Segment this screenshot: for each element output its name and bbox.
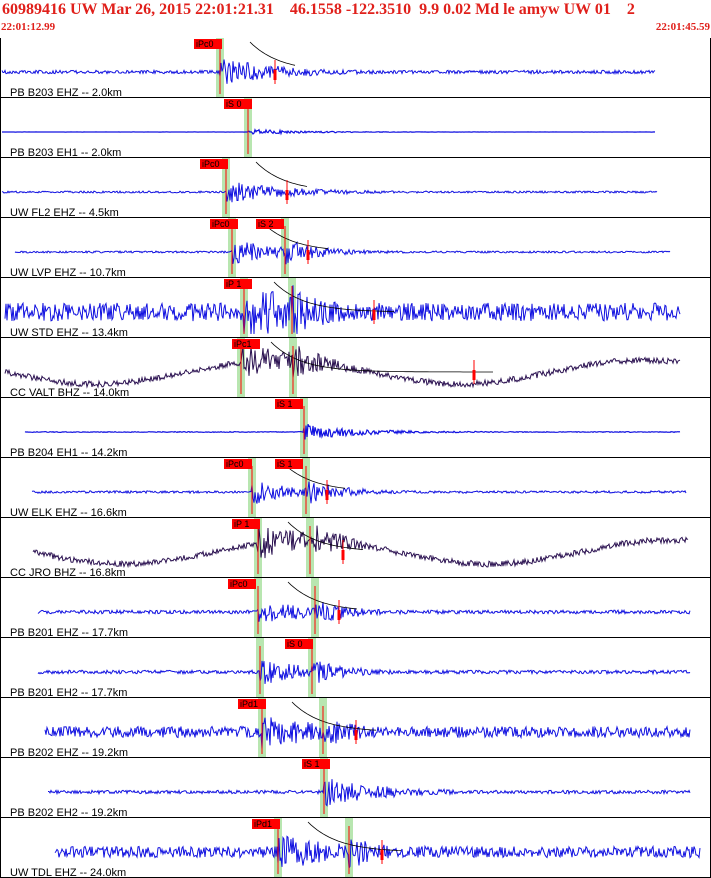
- trace-row: iS 1 PB B202 EH2 -- 19.2km: [0, 758, 711, 819]
- coda-curve: [287, 581, 358, 610]
- s-pick-label-box: [224, 99, 252, 109]
- p-pick-label-box: [224, 279, 252, 289]
- coda-curve: [291, 701, 377, 731]
- waveform: [32, 525, 689, 569]
- station-label: UW LVP EHZ -- 10.7km: [10, 267, 126, 279]
- coda-curve: [270, 341, 493, 373]
- waveform: [4, 285, 681, 335]
- coda-curve: [287, 521, 364, 550]
- p-pick-label: iP 1: [234, 519, 249, 529]
- s-pick-label-box: [275, 399, 303, 409]
- s-pick-label: iS 2: [258, 219, 274, 229]
- s-pick-label-box: [302, 759, 330, 769]
- trace-row: iS 0 PB B203 EH1 -- 2.0km: [0, 98, 711, 159]
- p-pick-label: iPc0: [226, 459, 244, 469]
- trace-row: iPd1 UW TDL EHZ -- 24.0km: [0, 818, 711, 878]
- coda-tag-mark: [372, 310, 376, 320]
- waveform: [4, 345, 681, 389]
- trace-row: iP 1 UW STD EHZ -- 13.4km: [0, 278, 711, 339]
- coda-curve: [261, 221, 329, 250]
- header-bar: 60989416 UW Mar 26, 2015 22:01:21.31 46.…: [0, 0, 711, 38]
- coda-curve: [281, 461, 346, 489]
- station-label: UW TDL EHZ -- 24.0km: [10, 867, 126, 878]
- p-pick-label: iPc0: [196, 39, 214, 49]
- coda-tag-mark: [341, 550, 345, 560]
- coda-tag-mark: [273, 70, 277, 80]
- trace-row: iPc0 PB B201 EHZ -- 17.7km: [0, 578, 711, 639]
- waveform: [48, 779, 691, 807]
- trace-row: iPd1 PB B202 EHZ -- 19.2km: [0, 698, 711, 759]
- waveform: [2, 128, 656, 136]
- coda-tag-mark: [285, 190, 289, 200]
- p-pick-label-box: [238, 699, 266, 709]
- event-title: 60989416 UW Mar 26, 2015 22:01:21.31 46.…: [2, 1, 635, 18]
- seismogram-plot: iPc0 PB B203 EHZ -- 2.0km iS 0 PB B203 EH1 …: [0, 38, 711, 878]
- trace-row: iPc0 PB B203 EHZ -- 2.0km: [0, 38, 711, 99]
- coda-tag-mark: [325, 490, 329, 500]
- coda-tag-mark: [306, 250, 310, 260]
- waveform: [14, 240, 671, 265]
- s-pick-label: iS 1: [277, 399, 293, 409]
- station-label: PB B202 EH2 -- 19.2km: [10, 807, 127, 819]
- station-label: UW ELK EHZ -- 16.6km: [10, 507, 127, 519]
- p-pick-label: iPc0: [202, 159, 220, 169]
- trace-row: iPc0 iS 1 UW ELK EHZ -- 16.6km: [0, 458, 711, 519]
- s-pick-label-box: [275, 459, 303, 469]
- station-label: PB B204 EH1 -- 14.2km: [10, 447, 127, 459]
- p-pick-label: iPc1: [234, 339, 252, 349]
- station-label: CC VALT BHZ -- 14.0km: [10, 387, 129, 399]
- coda-curve: [307, 821, 402, 851]
- p-pick-label-box: [200, 159, 228, 169]
- s-pick-label: iS 0: [226, 99, 242, 109]
- s-pick-label: iS 1: [304, 759, 320, 769]
- station-label: UW STD EHZ -- 13.4km: [10, 327, 128, 339]
- waveform: [31, 481, 687, 504]
- p-pick-label: iPc0: [212, 219, 230, 229]
- coda-tag-mark: [337, 610, 341, 620]
- waveform: [24, 423, 681, 440]
- waveform: [37, 602, 691, 622]
- s-pick-label-box: [285, 639, 313, 649]
- p-pick-label: iP 1: [226, 279, 241, 289]
- waveform: [44, 717, 691, 750]
- waveform: [54, 835, 701, 870]
- trace-row: iP 1 CC JRO BHZ -- 16.8km: [0, 518, 711, 579]
- trace-row: iPc0 iS 2 UW LVP EHZ -- 10.7km: [0, 218, 711, 279]
- s-pick-label: iS 1: [277, 459, 293, 469]
- trace-row: iS 1 PB B204 EH1 -- 14.2km: [0, 398, 711, 459]
- station-label: PB B201 EHZ -- 17.7km: [10, 627, 128, 639]
- trace-row: iPc0 UW FL2 EHZ -- 4.5km: [0, 158, 711, 219]
- waveform: [37, 660, 691, 684]
- station-label: PB B202 EHZ -- 19.2km: [10, 747, 128, 759]
- p-pick-label: iPd1: [254, 819, 272, 829]
- station-label: PB B203 EH1 -- 2.0km: [10, 147, 121, 159]
- p-pick-label-box: [224, 459, 252, 469]
- p-pick-label-box: [210, 219, 238, 229]
- p-pick-label-box: [232, 519, 260, 529]
- coda-curve: [255, 161, 308, 187]
- station-label: UW FL2 EHZ -- 4.5km: [10, 207, 119, 219]
- s-pick-label-box: [256, 219, 284, 229]
- waveform: [1, 182, 658, 203]
- station-label: CC JRO BHZ -- 16.8km: [10, 567, 126, 579]
- p-pick-label: iPd1: [240, 699, 258, 709]
- p-pick-label-box: [228, 579, 256, 589]
- waveform: [1, 59, 656, 84]
- p-pick-label-box: [232, 339, 260, 349]
- coda-tag-mark: [354, 730, 358, 740]
- station-label: PB B201 EH2 -- 17.7km: [10, 687, 127, 699]
- coda-curve: [249, 41, 296, 66]
- p-pick-label-box: [252, 819, 280, 829]
- window-end-time: 22:01:45.59: [655, 21, 710, 33]
- station-label: PB B203 EHZ -- 2.0km: [10, 87, 122, 99]
- trace-row: iS 0 PB B201 EH2 -- 17.7km: [0, 638, 711, 699]
- p-pick-label: iPc0: [230, 579, 248, 589]
- s-pick-label: iS 0: [287, 639, 303, 649]
- coda-tag-mark: [380, 850, 384, 860]
- coda-tag-mark: [472, 370, 476, 380]
- trace-row: iPc1 CC VALT BHZ -- 14.0km: [0, 338, 711, 399]
- window-start-time: 22:01:12.99: [1, 21, 56, 33]
- p-pick-label-box: [194, 39, 222, 49]
